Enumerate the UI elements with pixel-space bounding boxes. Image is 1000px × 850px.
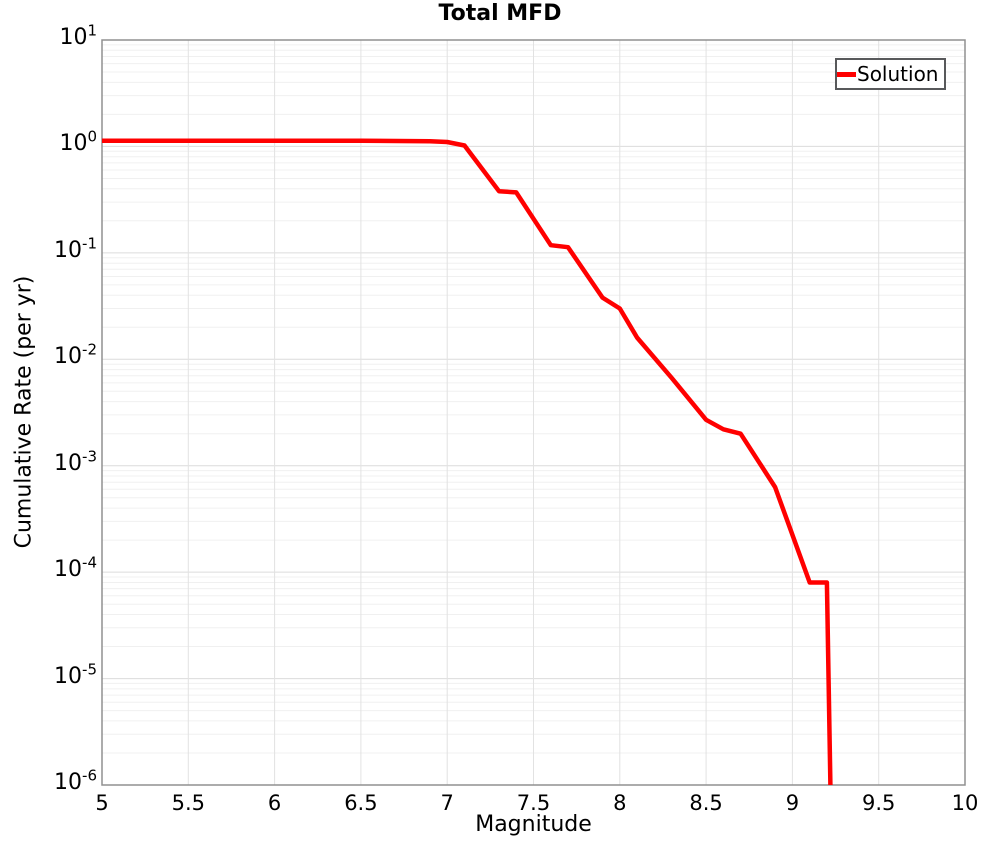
x-tick-label: 6 (267, 791, 282, 815)
legend: Solution (835, 58, 947, 90)
y-tick-label: 10-4 (54, 553, 97, 583)
x-tick-label: 8 (613, 791, 627, 815)
chart-title: Total MFD (438, 1, 562, 26)
y-tick-label: 10-2 (54, 340, 97, 370)
x-tick-label: 5 (95, 791, 109, 815)
y-tick-label: 10-3 (54, 447, 97, 476)
x-tick-label: 9 (785, 791, 800, 815)
legend-line-sample (837, 71, 856, 77)
x-tick-label: 5.5 (171, 791, 205, 815)
x-tick-label: 8.5 (689, 791, 723, 815)
y-tick-label: 101 (59, 21, 97, 50)
x-axis-label: Magnitude (475, 812, 592, 837)
x-tick-label: 6.5 (344, 791, 378, 815)
y-tick-label: 10-6 (54, 766, 97, 795)
y-axis-label: Cumulative Rate (per yr) (11, 275, 37, 549)
y-tick-label: 10-5 (54, 660, 97, 689)
x-tick-label: 10 (951, 791, 979, 815)
legend-label: Solution (857, 62, 939, 86)
x-tick-label: 9.5 (861, 791, 896, 815)
y-tick-label: 100 (59, 128, 97, 157)
x-tick-label: 7.5 (516, 791, 551, 815)
y-tick-label: 10-1 (54, 234, 97, 263)
x-tick-label: 7 (440, 791, 454, 815)
